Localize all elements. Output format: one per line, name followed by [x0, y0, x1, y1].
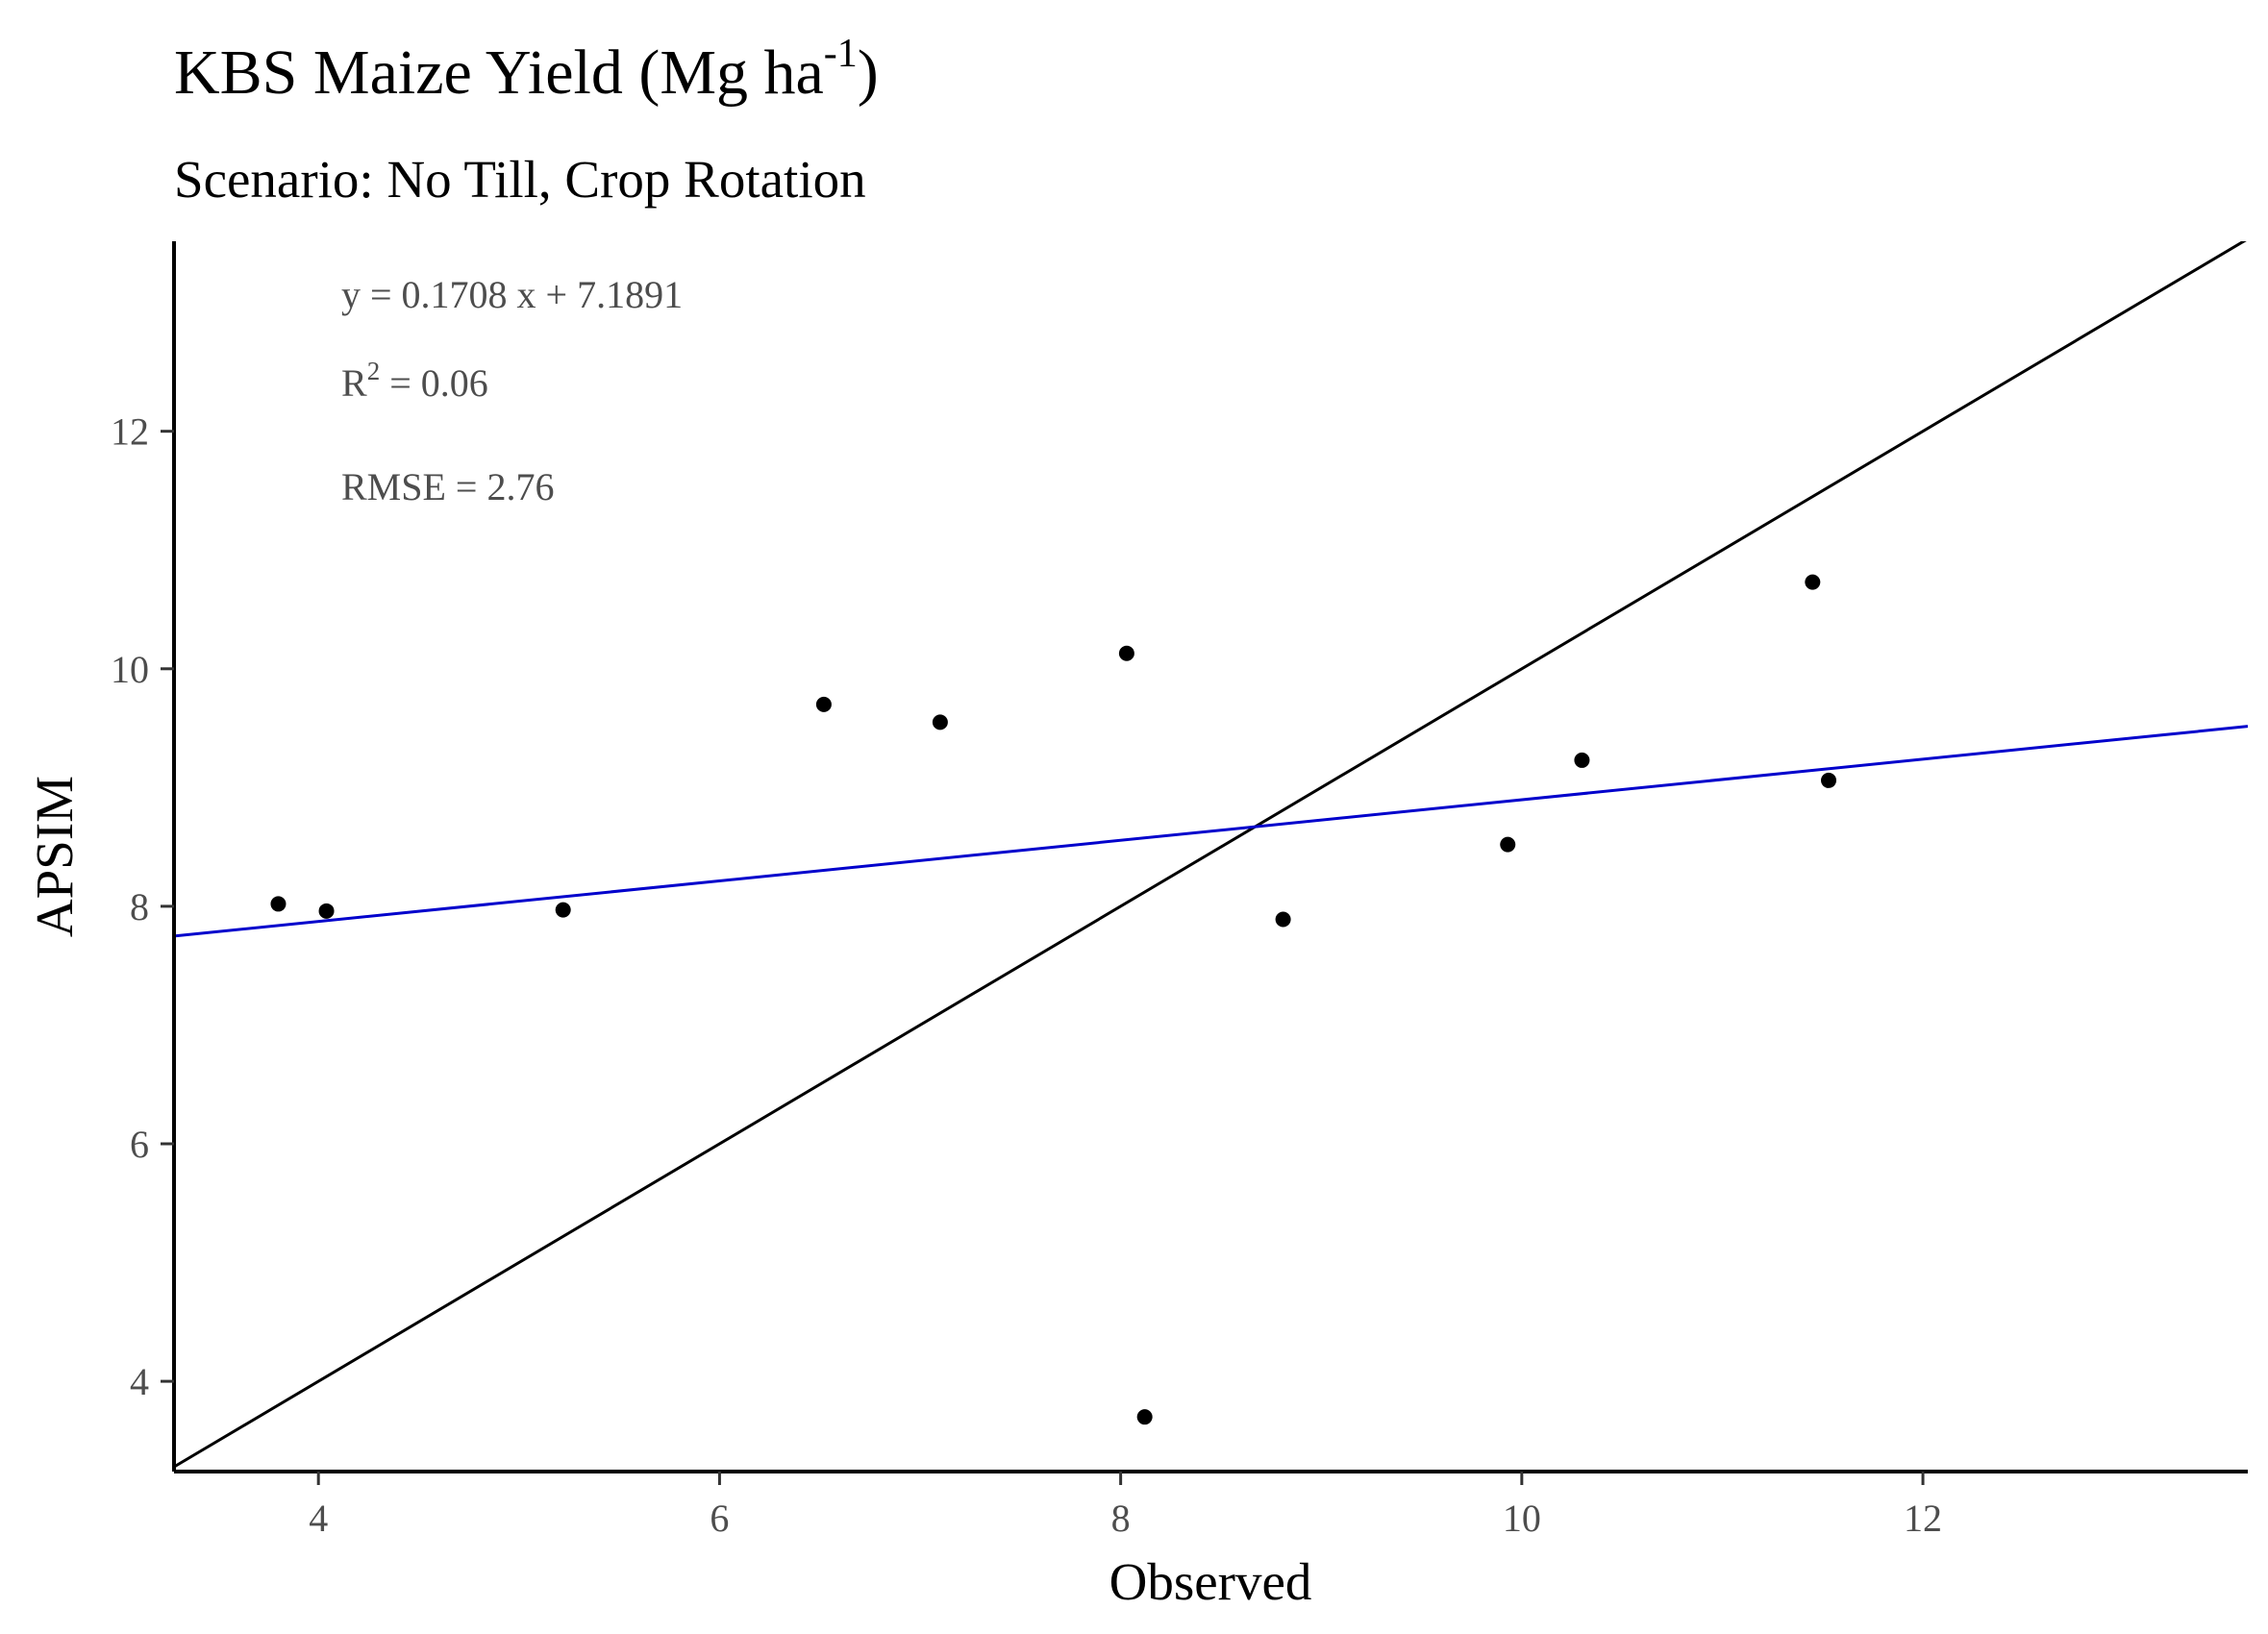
y-axis-title: APSIM: [25, 776, 84, 937]
data-point-10: [1574, 752, 1590, 768]
x-tick-label: 6: [710, 1497, 729, 1540]
chart-subtitle: Scenario: No Till, Crop Rotation: [174, 150, 866, 209]
x-tick-label: 12: [1904, 1497, 1942, 1540]
data-point-12: [1821, 772, 1837, 788]
x-axis-title: Observed: [1109, 1552, 1312, 1611]
chart-title: KBS Maize Yield (Mg ha-1): [174, 32, 879, 108]
y-tick-label: 4: [130, 1360, 149, 1403]
y-tick-label: 8: [130, 885, 149, 928]
data-point-1: [270, 896, 287, 912]
data-point-9: [1500, 836, 1516, 853]
data-point-8: [1275, 911, 1291, 928]
data-points: [270, 574, 1837, 1425]
y-tick-label: 10: [111, 648, 149, 691]
equation-annotation: y = 0.1708 x + 7.1891: [341, 273, 683, 316]
x-axis-ticks: 4 6 8 10 12: [309, 1472, 1942, 1540]
y-tick-label: 12: [111, 410, 149, 454]
x-tick-label: 10: [1503, 1497, 1541, 1540]
rmse-annotation: RMSE = 2.76: [341, 465, 554, 508]
y-axis-ticks: 4 6 8 10 12: [111, 410, 174, 1403]
data-point-7: [1136, 1409, 1153, 1425]
y-tick-label: 6: [130, 1123, 149, 1166]
regression-line: [174, 725, 2248, 938]
data-point-3: [555, 902, 571, 918]
data-point-4: [815, 696, 832, 712]
r-squared-annotation: R2 = 0.06: [341, 357, 488, 405]
data-point-2: [318, 903, 335, 919]
data-point-6: [1118, 645, 1134, 661]
plot-area: [174, 241, 2248, 1469]
identity-line: [174, 241, 2247, 1469]
x-tick-label: 4: [309, 1497, 328, 1540]
x-tick-label: 8: [1111, 1497, 1131, 1540]
data-point-5: [932, 714, 948, 730]
data-point-11: [1805, 574, 1821, 590]
